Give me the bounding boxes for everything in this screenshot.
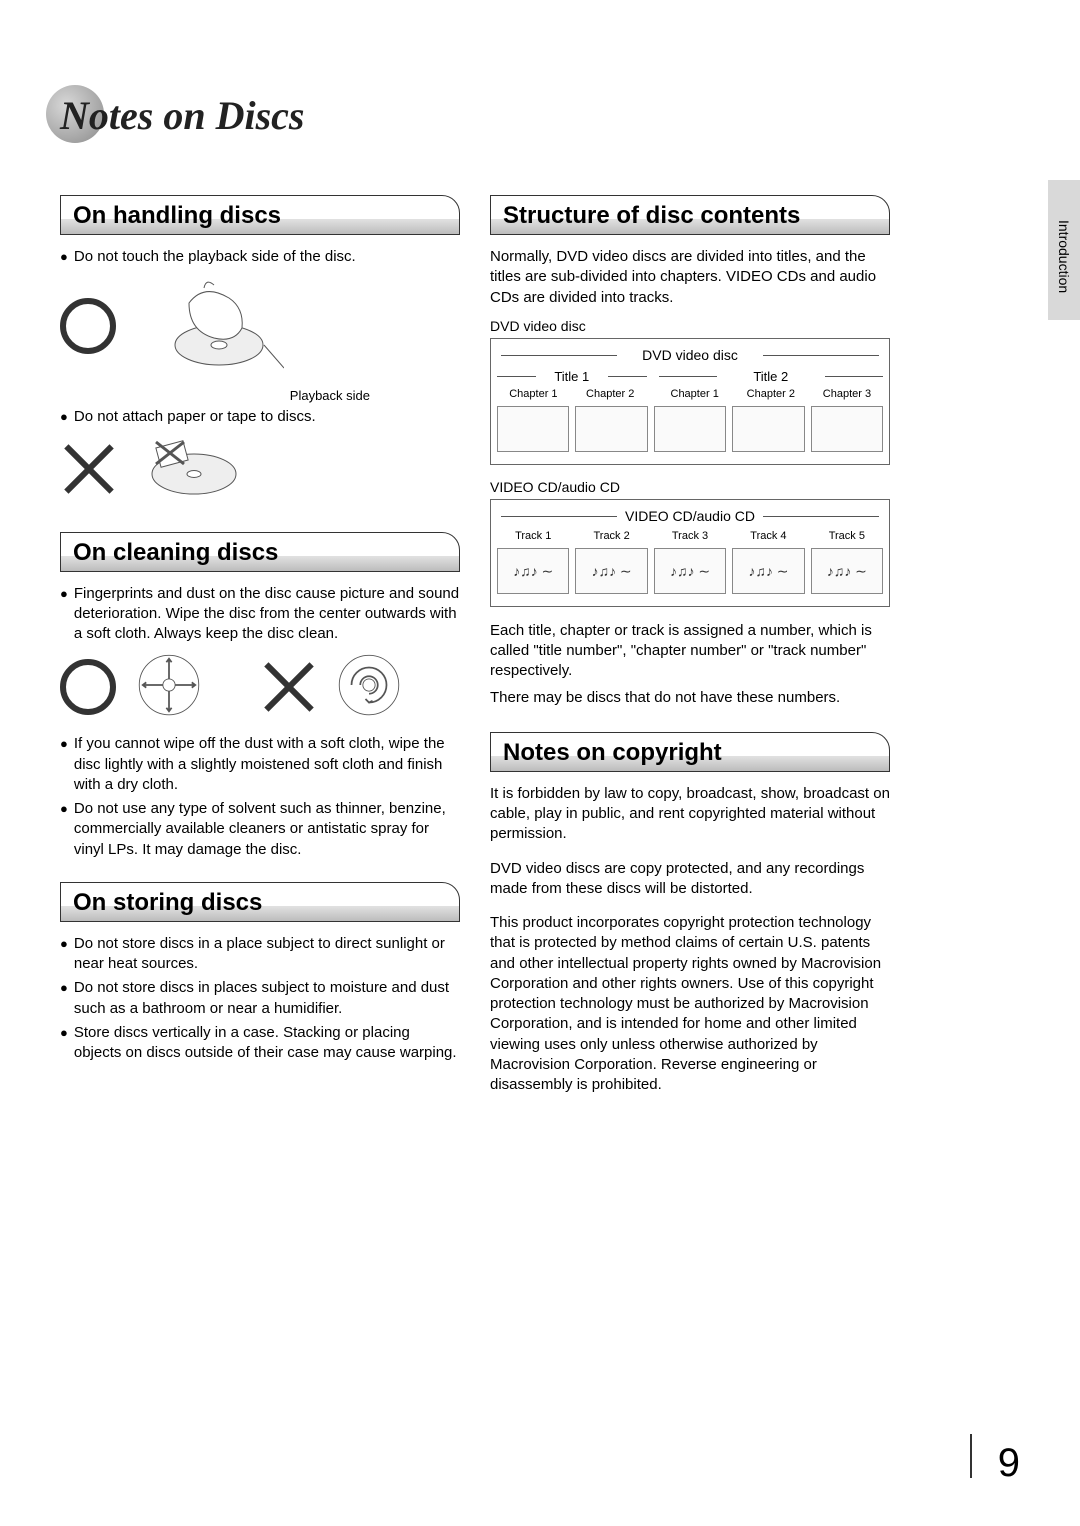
diagram-cell bbox=[497, 406, 569, 452]
list-item: Do not touch the playback side of the di… bbox=[60, 247, 460, 267]
list-item: Do not attach paper or tape to discs. bbox=[60, 407, 460, 427]
track-label: Track 5 bbox=[811, 530, 883, 542]
list-item: Do not store discs in places subject to … bbox=[60, 978, 460, 1019]
illustration-disc-tape bbox=[134, 434, 244, 504]
section-header-structure: Structure of disc contents bbox=[490, 195, 890, 235]
bullet-text: Do not store discs in a place subject to… bbox=[74, 934, 460, 975]
section-tab-label: Introduction bbox=[1056, 220, 1072, 293]
ok-mark-icon bbox=[60, 659, 116, 715]
cd-structure-diagram: VIDEO CD/audio CD Track 1 Track 2 Track … bbox=[490, 499, 890, 607]
illustration-disc-hold bbox=[134, 273, 284, 378]
list-item: If you cannot wipe off the dust with a s… bbox=[60, 734, 460, 795]
cd-top-label: VIDEO CD/audio CD bbox=[497, 508, 883, 524]
bullet-text: Do not attach paper or tape to discs. bbox=[74, 407, 460, 427]
illustration-handling-good bbox=[60, 273, 460, 378]
list-item: Store discs vertically in a case. Stacki… bbox=[60, 1023, 460, 1064]
paragraph: There may be discs that do not have thes… bbox=[490, 688, 890, 708]
chapter-label: Chapter 1 bbox=[497, 388, 570, 400]
track-label: Track 1 bbox=[497, 530, 569, 542]
paragraph: DVD video discs are copy protected, and … bbox=[490, 859, 890, 900]
chapter-label: Chapter 3 bbox=[811, 388, 883, 400]
diagram-cell bbox=[654, 548, 726, 594]
bullet-text: Fingerprints and dust on the disc cause … bbox=[74, 584, 460, 645]
diagram-cell bbox=[575, 548, 647, 594]
dvd-structure-diagram: DVD video disc Title 1 Chapter 1 Chapter… bbox=[490, 338, 890, 465]
chapter-label: Chapter 2 bbox=[574, 388, 647, 400]
list-item: Do not use any type of solvent such as t… bbox=[60, 799, 460, 860]
paragraph: Normally, DVD video discs are divided in… bbox=[490, 247, 890, 308]
paragraph: Each title, chapter or track is assigned… bbox=[490, 621, 890, 682]
list-item: Do not store discs in a place subject to… bbox=[60, 934, 460, 975]
title-label: Title 2 bbox=[659, 369, 883, 384]
chapter-label: Chapter 2 bbox=[735, 388, 807, 400]
section-header-handling: On handling discs bbox=[60, 195, 460, 235]
ng-mark-icon bbox=[60, 441, 116, 497]
ng-mark-icon bbox=[260, 659, 316, 715]
bullet-text: Store discs vertically in a case. Stacki… bbox=[74, 1023, 460, 1064]
page-number-rule bbox=[970, 1434, 972, 1478]
bullet-text: Do not touch the playback side of the di… bbox=[74, 247, 460, 267]
track-label: Track 3 bbox=[654, 530, 726, 542]
diagram-cell bbox=[575, 406, 647, 452]
bullet-text: Do not store discs in places subject to … bbox=[74, 978, 460, 1019]
page-number: 9 bbox=[998, 1441, 1020, 1486]
track-label: Track 4 bbox=[732, 530, 804, 542]
list-item: Fingerprints and dust on the disc cause … bbox=[60, 584, 460, 645]
diagram-cell bbox=[654, 406, 726, 452]
dvd-top-label: DVD video disc bbox=[497, 347, 883, 363]
diagram-label-cd: VIDEO CD/audio CD bbox=[490, 479, 890, 495]
section-header-storing: On storing discs bbox=[60, 882, 460, 922]
diagram-label-dvd: DVD video disc bbox=[490, 318, 890, 334]
illustration-handling-bad bbox=[60, 434, 460, 504]
bullet-text: Do not use any type of solvent such as t… bbox=[74, 799, 460, 860]
section-header-cleaning: On cleaning discs bbox=[60, 532, 460, 572]
left-column: On handling discs Do not touch the playb… bbox=[60, 195, 460, 1067]
paragraph: This product incorporates copyright prot… bbox=[490, 913, 890, 1095]
diagram-cell bbox=[732, 406, 804, 452]
section-header-copyright: Notes on copyright bbox=[490, 732, 890, 772]
page-title: Notes on Discs bbox=[60, 92, 304, 139]
paragraph: It is forbidden by law to copy, broadcas… bbox=[490, 784, 890, 845]
illustration-wipe-circular bbox=[334, 650, 404, 724]
illustration-wipe-radial bbox=[134, 650, 204, 724]
title-label: Title 1 bbox=[497, 369, 647, 384]
ok-mark-icon bbox=[60, 298, 116, 354]
diagram-cell bbox=[732, 548, 804, 594]
track-label: Track 2 bbox=[575, 530, 647, 542]
bullet-text: If you cannot wipe off the dust with a s… bbox=[74, 734, 460, 795]
diagram-cell bbox=[811, 406, 883, 452]
right-column: Structure of disc contents Normally, DVD… bbox=[490, 195, 890, 1101]
caption-playback-side: Playback side bbox=[60, 388, 460, 403]
illustration-cleaning bbox=[60, 650, 460, 724]
diagram-cell bbox=[497, 548, 569, 594]
chapter-label: Chapter 1 bbox=[659, 388, 731, 400]
diagram-cell bbox=[811, 548, 883, 594]
